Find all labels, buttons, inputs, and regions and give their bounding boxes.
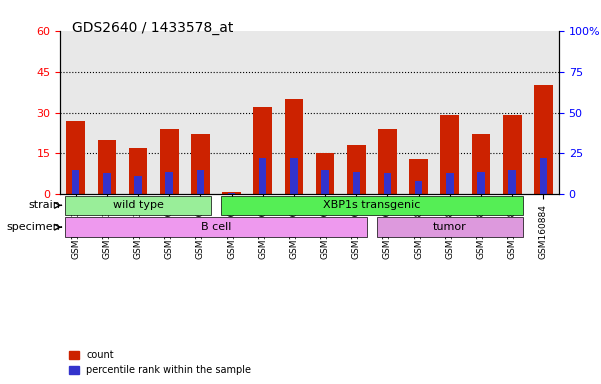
Bar <box>134 176 142 194</box>
Bar <box>97 140 116 194</box>
FancyBboxPatch shape <box>377 217 523 237</box>
Bar <box>316 154 335 194</box>
Bar <box>259 159 266 194</box>
Bar <box>503 115 522 194</box>
Bar <box>534 85 553 194</box>
Bar <box>72 170 79 194</box>
Bar <box>129 148 147 194</box>
Bar <box>103 173 111 194</box>
Legend: count, percentile rank within the sample: count, percentile rank within the sample <box>65 346 255 379</box>
Bar <box>441 115 459 194</box>
Text: GDS2640 / 1433578_at: GDS2640 / 1433578_at <box>72 21 234 35</box>
Bar <box>415 181 423 194</box>
Text: specimen: specimen <box>7 222 60 232</box>
Bar <box>228 193 236 194</box>
Bar <box>191 134 210 194</box>
Bar <box>254 107 272 194</box>
Bar <box>383 173 391 194</box>
Bar <box>66 121 85 194</box>
FancyBboxPatch shape <box>65 195 212 215</box>
Bar <box>160 129 178 194</box>
Bar <box>409 159 428 194</box>
Bar <box>472 134 490 194</box>
Text: B cell: B cell <box>201 222 231 232</box>
Bar <box>477 172 485 194</box>
Bar <box>353 172 360 194</box>
Text: strain: strain <box>28 200 60 210</box>
Bar <box>322 170 329 194</box>
Bar <box>540 159 547 194</box>
Bar <box>378 129 397 194</box>
Text: XBP1s transgenic: XBP1s transgenic <box>323 200 421 210</box>
Bar <box>347 145 365 194</box>
Bar <box>165 172 173 194</box>
Bar <box>290 159 297 194</box>
Text: wild type: wild type <box>112 200 163 210</box>
Bar <box>508 170 516 194</box>
Bar <box>285 99 304 194</box>
FancyBboxPatch shape <box>221 195 523 215</box>
Bar <box>222 192 241 194</box>
Bar <box>197 170 204 194</box>
Bar <box>446 173 454 194</box>
FancyBboxPatch shape <box>65 217 367 237</box>
Text: tumor: tumor <box>433 222 467 232</box>
